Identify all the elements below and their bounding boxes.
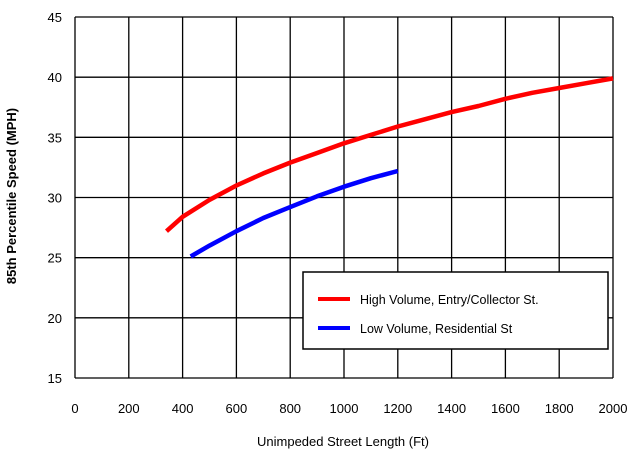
y-tick-label: 45 — [48, 10, 62, 25]
x-tick-label: 0 — [71, 401, 78, 416]
y-tick-label: 20 — [48, 311, 62, 326]
y-tick-label: 30 — [48, 191, 62, 206]
y-tick-label: 25 — [48, 251, 62, 266]
y-tick-label: 35 — [48, 130, 62, 145]
legend: High Volume, Entry/Collector St. Low Vol… — [302, 271, 609, 350]
x-tick-label: 200 — [118, 401, 140, 416]
legend-label-high-volume: High Volume, Entry/Collector St. — [360, 293, 539, 307]
x-tick-label: 400 — [172, 401, 194, 416]
series-line-low-volume — [189, 168, 399, 259]
legend-label-low-volume: Low Volume, Residential St — [360, 322, 513, 336]
x-axis-title: Unimpeded Street Length (Ft) — [257, 434, 429, 449]
x-tick-label: 2000 — [599, 401, 628, 416]
legend-box — [302, 271, 609, 350]
series-line-high-volume — [165, 76, 614, 233]
y-tick-label: 15 — [48, 371, 62, 386]
x-tick-label: 800 — [279, 401, 301, 416]
x-tick-label: 600 — [226, 401, 248, 416]
y-axis-title: 85th Percentile Speed (MPH) — [4, 108, 19, 284]
x-tick-label: 1400 — [437, 401, 466, 416]
series-layer — [165, 76, 614, 259]
y-tick-label: 40 — [48, 70, 62, 85]
x-tick-label: 1600 — [491, 401, 520, 416]
x-tick-label: 1000 — [330, 401, 359, 416]
x-tick-label: 1200 — [383, 401, 412, 416]
x-tick-label: 1800 — [545, 401, 574, 416]
tick-labels: 0 200 400 600 800 1000 1200 1400 1600 1800 2000 15 2… — [48, 10, 628, 416]
